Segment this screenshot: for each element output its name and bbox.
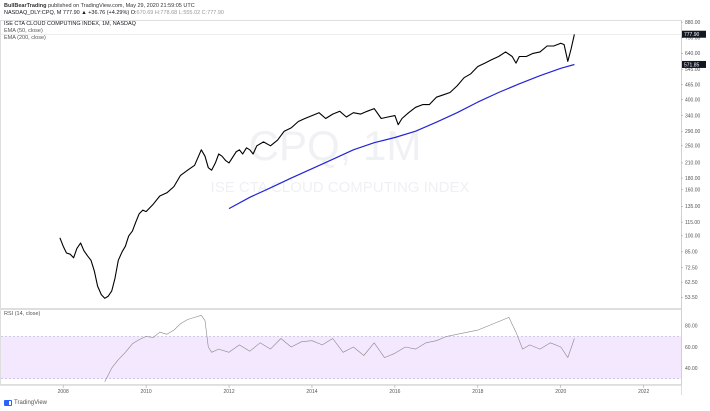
price-tick-label: 465.00 [685, 83, 701, 89]
publish-details: published on TradingView.com, May 29, 20… [46, 3, 195, 9]
last-price-label: 777.90 [684, 32, 700, 38]
price-series-line [59, 34, 575, 299]
tradingview-footer[interactable]: TradingView [4, 400, 47, 406]
footer-brand: TradingView [14, 400, 48, 406]
tradingview-logo-icon [4, 400, 12, 406]
time-tick-label: 2020 [555, 389, 566, 395]
watermark-symbol: CPQ, 1M [249, 122, 422, 169]
price-tick-label: 290.00 [685, 129, 701, 135]
last-price-badge [682, 30, 706, 38]
ema50-legend: EMA (50, close) [4, 28, 43, 34]
ema-price-label: 571.85 [684, 62, 700, 68]
time-tick-label: 2008 [58, 389, 69, 395]
rsi-legend: RSI (14, close) [4, 311, 41, 317]
rsi-pane: 80.00 60.00 40.00 [1, 314, 698, 383]
price-tick-label: 545.00 [685, 67, 701, 73]
watermark-name: ISE CTA CLOUD COMPUTING INDEX [211, 179, 470, 196]
main-price-pane: 880.00 750.00 640.00 545.00 465.00 400.00 340.… [1, 20, 706, 301]
price-tick-label: 180.00 [685, 176, 701, 182]
rsi-tick-label: 60.00 [685, 345, 698, 351]
price-tick-label: 880.00 [685, 20, 701, 26]
ohlc-values: 777.90 ▲ +36.76 (+4.29%) O: [62, 10, 137, 16]
rsi-tick-label: 40.00 [685, 366, 698, 372]
price-tick-label: 100.00 [685, 234, 701, 240]
time-tick-label: 2010 [141, 389, 152, 395]
price-tick-label: 340.00 [685, 113, 701, 119]
price-tick-label: 85.00 [685, 250, 698, 256]
price-tick-label: 250.00 [685, 144, 701, 150]
time-tick-label: 2016 [389, 389, 400, 395]
price-tick-label: 115.00 [685, 220, 700, 226]
main-series-legend: ISE CTA CLOUD COMPUTING INDEX, 1M, NASDA… [4, 21, 136, 27]
publish-info: BullBearTrading published on TradingView… [4, 3, 195, 10]
price-tick-label: 53.50 [685, 295, 698, 301]
time-tick-label: 2012 [223, 389, 234, 395]
time-tick-label: 2022 [638, 389, 649, 395]
price-tick-label: 62.50 [685, 280, 698, 286]
symbol-name: NASDAQ_DLY:CPQ, M [4, 10, 62, 16]
time-axis: 2008 2010 2012 2014 2016 2018 2020 2022 [58, 385, 649, 395]
time-tick-label: 2014 [306, 389, 317, 395]
ema200-legend: EMA (200, close) [4, 35, 46, 41]
ema-price-badge [682, 60, 706, 68]
ema200-series-line [228, 63, 575, 210]
price-tick-label: 72.50 [685, 265, 698, 271]
price-tick-label: 135.00 [685, 204, 701, 210]
time-tick-label: 2018 [472, 389, 483, 395]
author-name: BullBearTrading [4, 3, 47, 9]
price-tick-label: 210.00 [685, 161, 701, 167]
symbol-info: NASDAQ_DLY:CPQ, M 777.90 ▲ +36.76 (+4.29… [4, 10, 224, 17]
price-tick-label: 750.00 [685, 36, 701, 42]
rsi-series-line [104, 314, 575, 383]
rsi-band [1, 336, 681, 379]
price-tick-label: 640.00 [685, 51, 701, 57]
price-tick-label: 400.00 [685, 97, 701, 103]
rsi-tick-label: 80.00 [685, 324, 698, 330]
ohlc-values-dimmed: 670.69 H:778.68 L:555.02 C:777.90 [136, 10, 224, 16]
price-tick-label: 160.00 [685, 187, 701, 193]
